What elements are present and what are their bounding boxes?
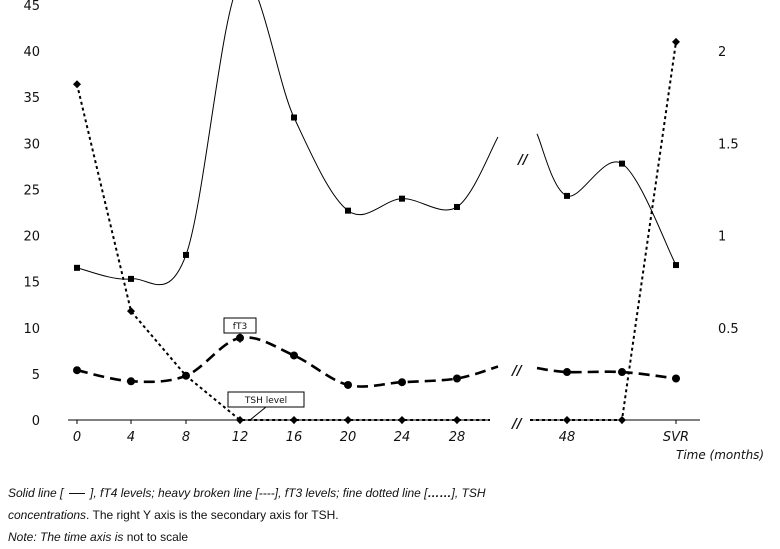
x-tick-label: SVR (663, 430, 689, 445)
annotation-box (227, 391, 305, 408)
ft3-series (73, 333, 680, 389)
solid-line-sample (68, 493, 85, 495)
x-tick-label: 16 (286, 430, 303, 445)
y2-tick-label: 2 (718, 45, 726, 60)
ft4-point (183, 251, 189, 258)
x-tick-label: 48 (559, 430, 576, 445)
annotations: fT3 TSH level (223, 317, 305, 421)
ft3-point (453, 374, 461, 383)
figure-caption: Solid line [ ], fT4 levels; heavy broken… (8, 482, 774, 548)
ft4-point (564, 192, 570, 199)
ft4-point (673, 262, 679, 269)
ft4-point (454, 203, 460, 210)
y-tick-label: 5 (32, 368, 40, 383)
y2-tick-label: 0.5 (718, 322, 739, 337)
tsh-point (398, 416, 406, 424)
y-tick-label: 45 (23, 0, 40, 14)
tsh-point (182, 371, 190, 380)
tsh-point (453, 416, 461, 424)
ft3-point (398, 378, 406, 387)
tsh-line-segment (76, 84, 490, 421)
x-axis-title: Time (months) (676, 448, 764, 462)
annotation-pointer (249, 406, 267, 421)
x-tick-label: 0 (73, 430, 81, 445)
ft4-line-segment (76, 0, 499, 286)
x-tick-label: 28 (449, 430, 466, 445)
tsh-point (672, 37, 680, 46)
axes: 0 4 8 12 16 20 24 28 48 SVR//////0510152025303540… (23, 0, 764, 462)
annotation-label: fT3 (233, 322, 247, 332)
tsh-line-segment (530, 41, 677, 421)
ft4-series (74, 0, 679, 286)
annotation-box (223, 317, 257, 334)
x-tick-label: 20 (340, 430, 357, 445)
axis-break-marker: // (510, 417, 523, 432)
y-tick-label: 35 (23, 91, 40, 106)
y-tick-label: 40 (23, 45, 40, 60)
y-tick-label: 15 (23, 276, 40, 291)
ft4-point (291, 114, 297, 121)
ft3-point (563, 368, 571, 377)
ft4-point (128, 275, 134, 282)
tsh-series (73, 37, 680, 424)
tsh-point (236, 416, 244, 424)
y-tick-label: 20 (23, 230, 40, 245)
ft4-line-segment (536, 133, 677, 266)
ft3-point (672, 374, 680, 383)
y-tick-label: 30 (23, 137, 40, 152)
tsh-point (290, 416, 298, 424)
y-tick-label: 25 (23, 183, 40, 198)
caption-line-1: Solid line [ ], fT4 levels; heavy broken… (8, 486, 486, 500)
caption-line-2: concentrations. The right Y axis is the … (8, 508, 339, 522)
tsh-point (344, 416, 352, 424)
y-tick-label: 10 (23, 322, 40, 337)
x-tick-label: 4 (127, 430, 135, 445)
tsh-point (618, 416, 626, 424)
ft3-line-segment (76, 336, 499, 388)
tsh-point (563, 416, 571, 424)
ft4-point (345, 207, 351, 214)
x-tick-label: 24 (394, 430, 411, 445)
ft3-point (618, 368, 626, 377)
ft3-point (344, 380, 352, 389)
y2-tick-label: 1.5 (718, 137, 739, 152)
x-tick-label: 12 (232, 430, 249, 445)
caption-line-3: Note: The time axis is not to scale (8, 530, 189, 544)
x-tick-label: 8 (182, 430, 190, 445)
y2-tick-label: 1 (718, 230, 726, 245)
ft3-line-segment (536, 366, 677, 380)
axis-break-marker: // (516, 153, 529, 168)
tsh-point (73, 80, 81, 89)
ft3-point (127, 377, 135, 386)
ft3-point (290, 351, 298, 360)
ft4-point (619, 160, 625, 167)
ft3-point (73, 366, 81, 375)
axis-break-marker: // (510, 364, 523, 379)
ft4-point (74, 264, 80, 271)
tsh-point (127, 307, 135, 316)
ft4-point (399, 195, 405, 202)
thyroid-hormone-chart: 0 4 8 12 16 20 24 28 48 SVR//////0510152025303540… (23, 0, 764, 462)
annotation-label: TSH level (244, 396, 287, 406)
y-tick-label: 0 (32, 414, 40, 429)
